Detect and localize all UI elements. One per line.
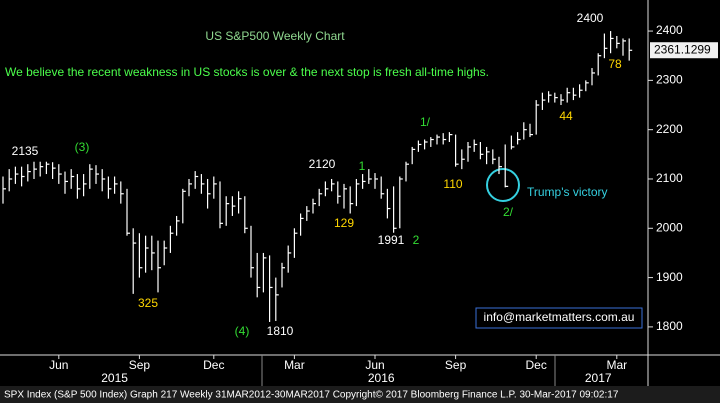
annotation: 78 — [608, 57, 622, 71]
x-tick-label: Jun — [49, 358, 68, 372]
footer-bar — [0, 386, 720, 403]
annotation: 1991 — [378, 233, 405, 247]
y-tick-label: 2200 — [656, 122, 683, 136]
last-price-box — [650, 42, 718, 59]
annotation: 1810 — [267, 324, 294, 338]
annotation: 2/ — [503, 205, 514, 219]
annotation: 2 — [413, 233, 420, 247]
annotation: 1/ — [420, 115, 431, 129]
x-tick-label: Sep — [445, 358, 467, 372]
annotation: 44 — [559, 109, 573, 123]
x-tick-label: Sep — [129, 358, 151, 372]
annotation: Trump's victory — [527, 185, 608, 199]
y-tick-label: 2100 — [656, 171, 683, 185]
year-label: 2016 — [368, 371, 395, 385]
x-tick-label: Mar — [284, 358, 305, 372]
email-box — [475, 307, 643, 329]
annotation: 2120 — [309, 157, 336, 171]
y-tick-label: 2000 — [656, 220, 683, 234]
highlight-circle — [486, 168, 520, 202]
annotation: 325 — [138, 296, 158, 310]
x-tick-label: Dec — [203, 358, 224, 372]
y-tick-label: 2400 — [656, 23, 683, 37]
annotation: 2135 — [12, 144, 39, 158]
year-label: 2015 — [101, 371, 128, 385]
last-price-label: 2361.1299 — [654, 42, 711, 56]
year-label: 2017 — [585, 371, 612, 385]
x-tick-label: Mar — [606, 358, 627, 372]
footer: SPX Index (S&P 500 Index) Graph 217 Week… — [4, 390, 619, 401]
annotation: 110 — [443, 177, 462, 191]
annotation: 1 — [359, 159, 366, 173]
x-tick-label: Dec — [526, 358, 547, 372]
y-tick-label: 1900 — [656, 270, 683, 284]
chart-subtitle: We believe the recent weakness in US sto… — [5, 65, 489, 79]
annotation: (3) — [75, 140, 90, 154]
annotation: 2400 — [577, 11, 604, 25]
y-tick-label: 1800 — [656, 319, 683, 333]
x-tick-label: Jun — [365, 358, 384, 372]
annotation: 129 — [334, 216, 354, 230]
y-tick-label: 2300 — [656, 73, 683, 87]
chart-title: US S&P500 Weekly Chart — [205, 29, 345, 43]
annotation: (4) — [235, 324, 250, 338]
email: info@marketmatters.com.au — [484, 310, 635, 324]
